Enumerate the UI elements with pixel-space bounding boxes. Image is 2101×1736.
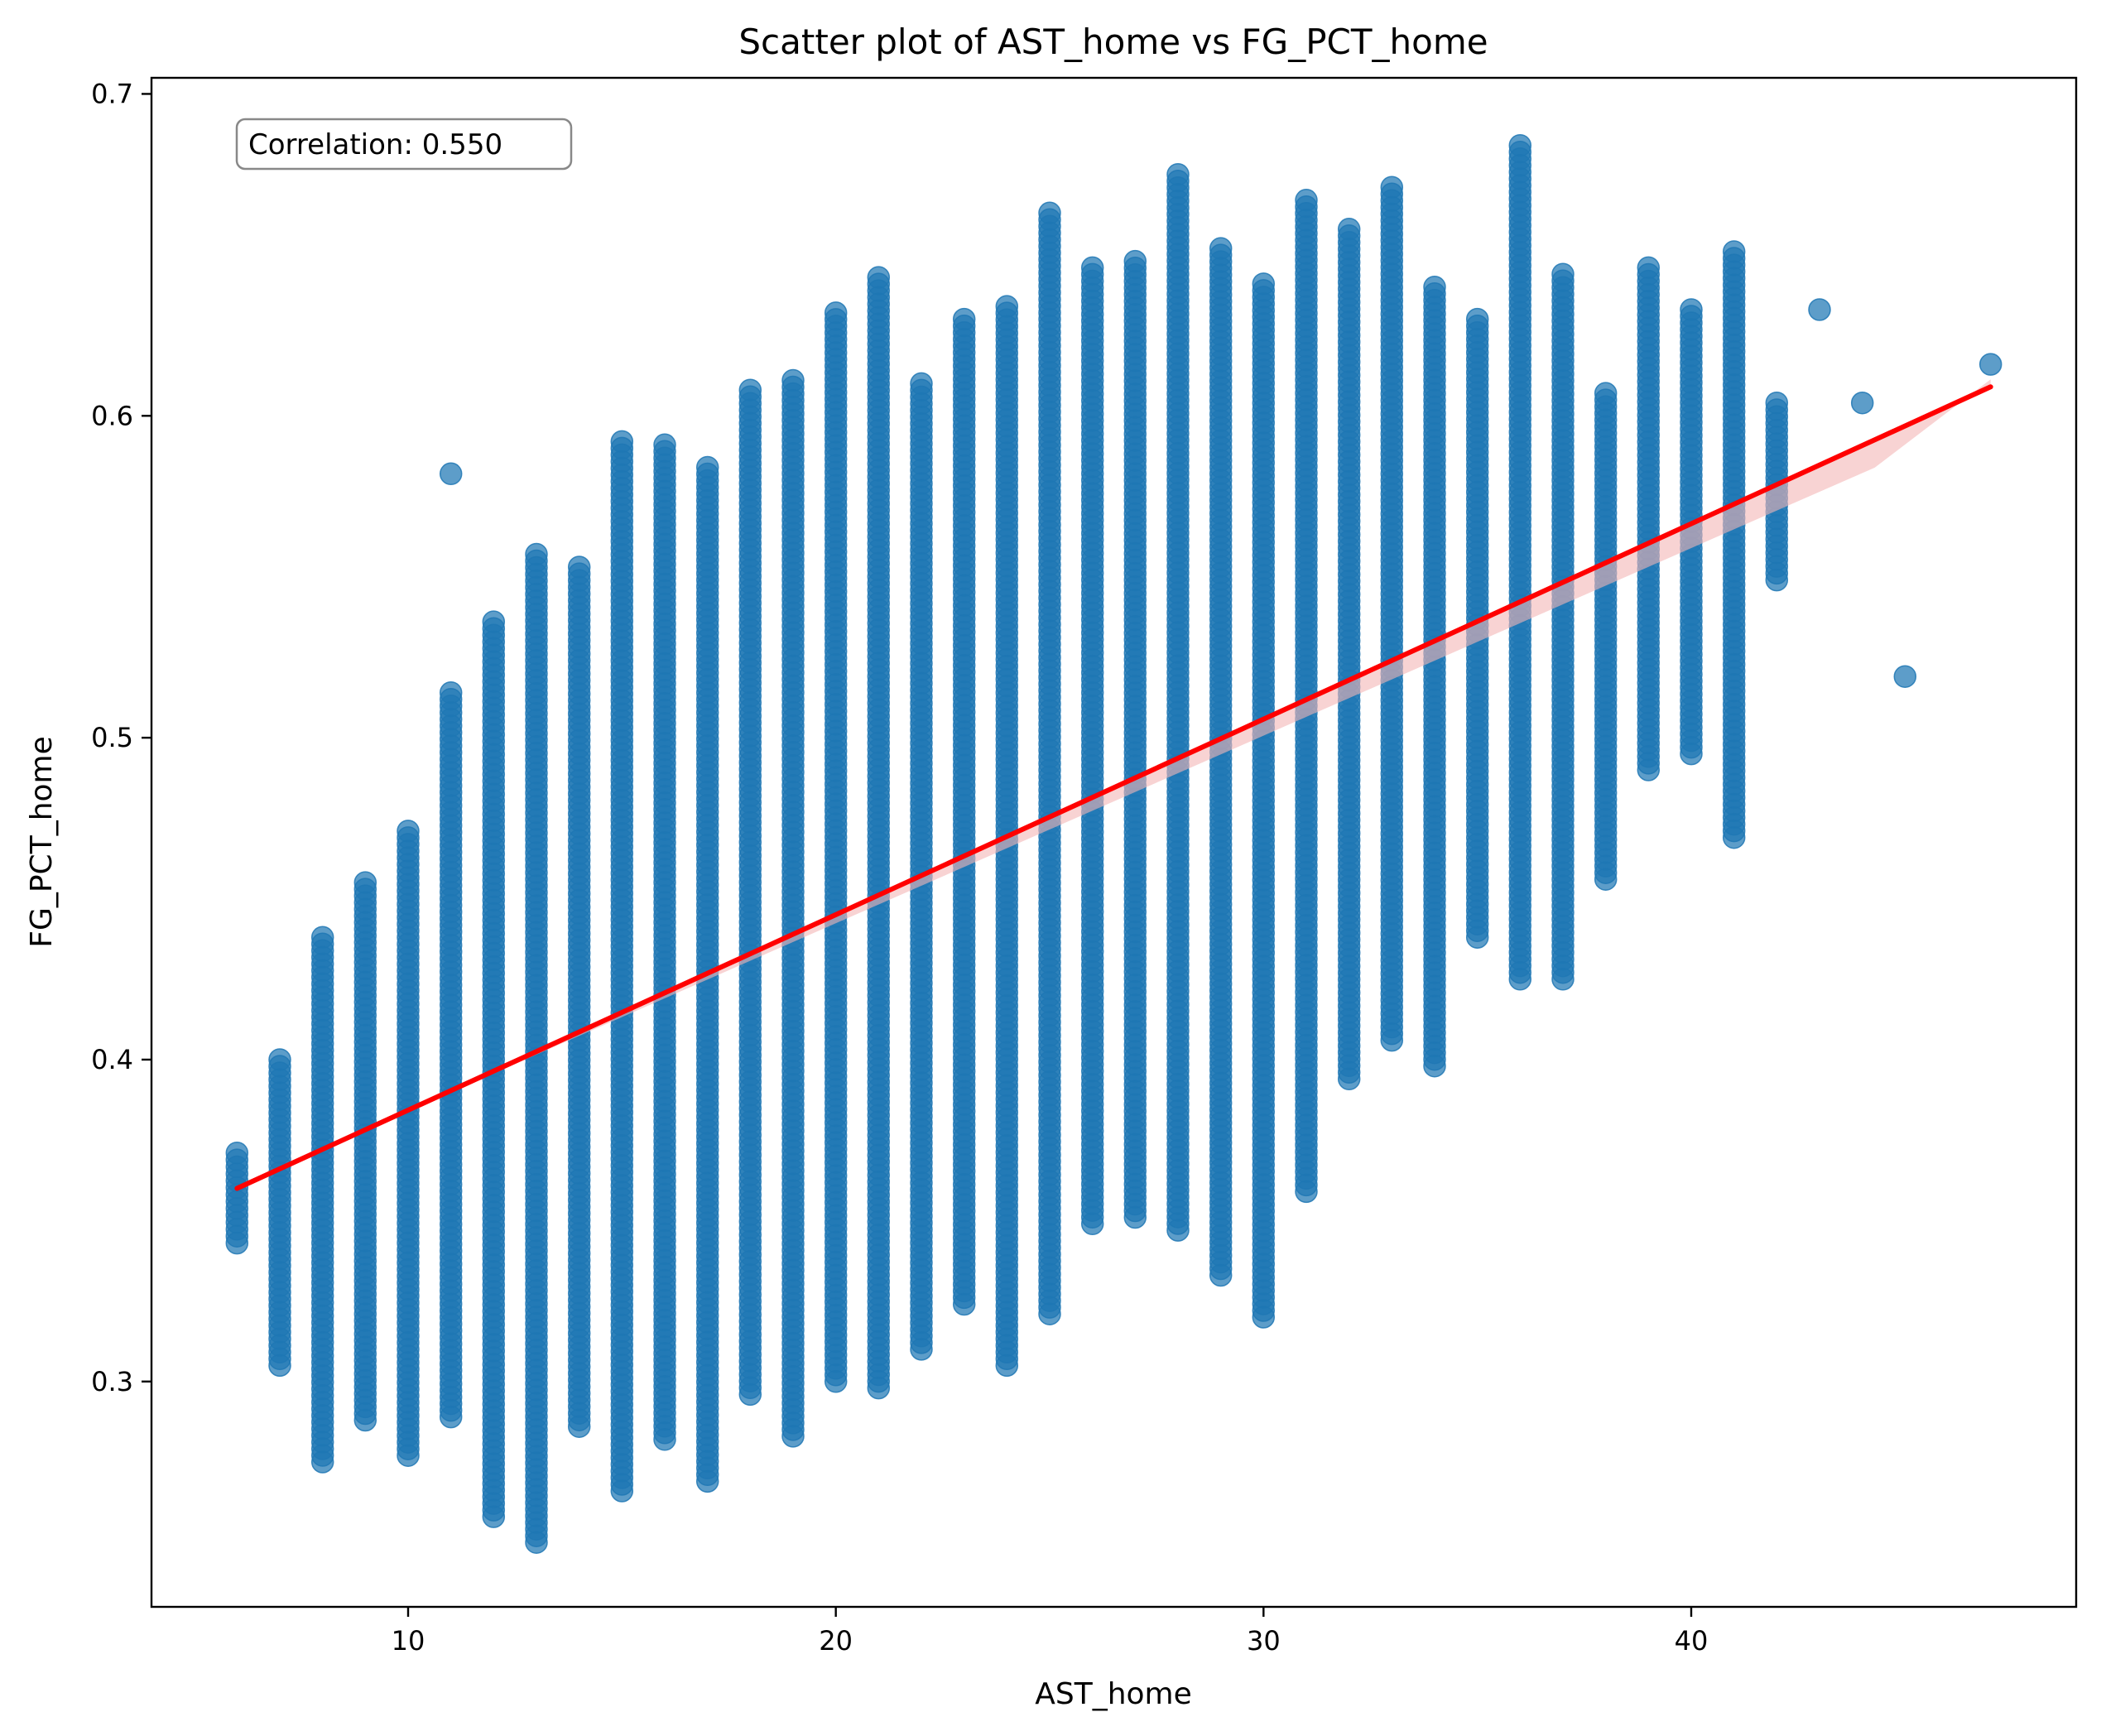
scatter-point bbox=[695, 1469, 719, 1493]
scatter-point bbox=[952, 1292, 976, 1316]
y-tick-label: 0.6 bbox=[91, 400, 133, 431]
y-tick-label: 0.4 bbox=[91, 1044, 133, 1075]
scatter-point bbox=[1465, 926, 1489, 949]
scatter-point bbox=[1295, 1180, 1318, 1204]
scatter-point bbox=[1893, 665, 1917, 688]
scatter-point bbox=[1209, 1263, 1233, 1287]
correlation-annotation: Correlation: 0.550 bbox=[235, 118, 573, 171]
x-axis-label: AST_home bbox=[1035, 1677, 1192, 1711]
scatter-point bbox=[824, 1370, 848, 1393]
scatter-point bbox=[1680, 742, 1703, 766]
scatter-point bbox=[1123, 1205, 1147, 1229]
scatter-point bbox=[781, 1425, 805, 1448]
x-tick-label: 10 bbox=[392, 1625, 425, 1657]
scatter-point bbox=[1080, 1212, 1104, 1236]
scatter-point bbox=[1765, 568, 1789, 592]
scatter-point bbox=[653, 1428, 676, 1451]
scatter-point bbox=[225, 1231, 249, 1255]
scatter-point bbox=[610, 1479, 634, 1503]
scatter-point bbox=[1551, 968, 1575, 991]
scatter-point bbox=[1594, 868, 1618, 891]
scatter-point bbox=[397, 1444, 420, 1467]
scatter-point bbox=[1038, 1302, 1061, 1325]
scatter-point bbox=[525, 1531, 548, 1554]
scatter-point bbox=[1252, 1306, 1276, 1329]
scatter-point bbox=[439, 1405, 463, 1429]
scatter-point bbox=[1637, 758, 1661, 781]
scatter-point bbox=[1978, 353, 2002, 376]
scatter-point bbox=[1508, 968, 1532, 991]
x-tick-label: 20 bbox=[819, 1625, 853, 1657]
scatter-point bbox=[1850, 391, 1874, 415]
y-axis-label: FG_PCT_home bbox=[25, 736, 59, 948]
scatter-point bbox=[1166, 1219, 1190, 1242]
scatter-point bbox=[310, 1450, 334, 1474]
scatter-point bbox=[439, 462, 463, 486]
scatter-point bbox=[268, 1354, 291, 1378]
chart-title: Scatter plot of AST_home vs FG_PCT_home bbox=[738, 22, 1488, 62]
x-tick-label: 30 bbox=[1247, 1625, 1281, 1657]
y-tick-label: 0.7 bbox=[91, 78, 133, 109]
scatter-point bbox=[567, 1415, 591, 1438]
scatter-point bbox=[1722, 825, 1746, 849]
scatter-point bbox=[353, 1408, 377, 1432]
scatter-point bbox=[1380, 1028, 1404, 1052]
annotation-text: Correlation: 0.550 bbox=[248, 128, 502, 161]
scatter-point bbox=[867, 1376, 891, 1400]
scatter-point bbox=[995, 1354, 1019, 1378]
x-tick-label: 40 bbox=[1675, 1625, 1709, 1657]
scatter-point bbox=[482, 1505, 506, 1528]
scatter-point bbox=[1337, 1067, 1361, 1091]
scatter-point bbox=[1808, 298, 1831, 321]
scatter-point bbox=[738, 1383, 762, 1407]
y-tick-label: 0.3 bbox=[91, 1366, 133, 1397]
scatter-point bbox=[1423, 1054, 1446, 1078]
points-layer bbox=[225, 133, 2002, 1554]
scatter-point bbox=[910, 1338, 933, 1361]
y-tick-label: 0.5 bbox=[91, 722, 133, 753]
